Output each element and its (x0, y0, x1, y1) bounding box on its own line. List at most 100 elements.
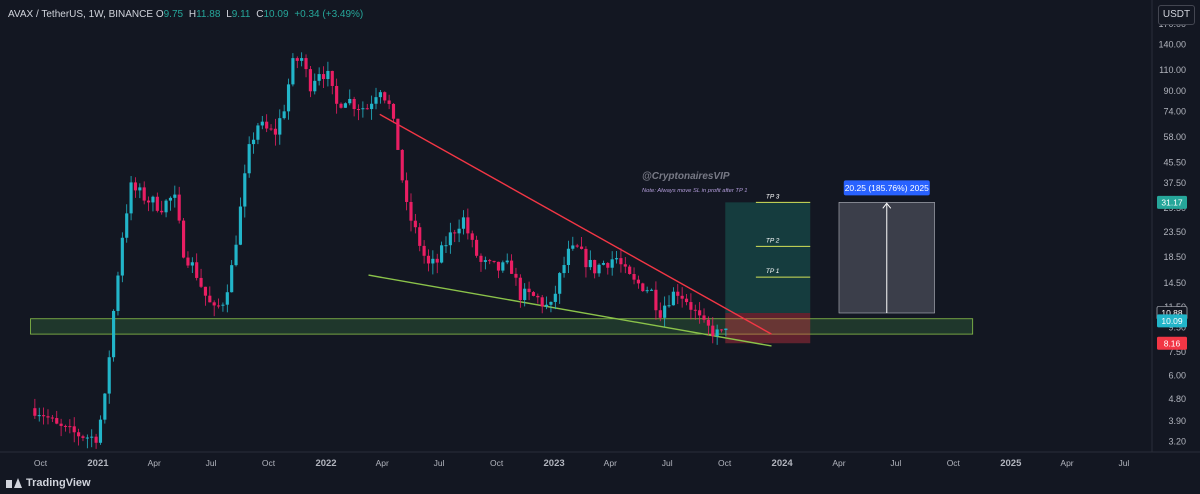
candle-body (693, 309, 697, 311)
candle-body (453, 232, 457, 234)
time-tick-label: 2025 (1000, 458, 1022, 469)
candle-body (505, 260, 509, 263)
candle-body (225, 292, 229, 305)
candle-body (181, 220, 186, 258)
candle-body (72, 426, 76, 433)
candle-body (339, 103, 343, 108)
candle-body (361, 108, 365, 110)
candle-body (466, 217, 470, 234)
candle-body (444, 245, 448, 247)
price-tick-label: 23.50 (1163, 227, 1186, 237)
candle-body (418, 227, 422, 246)
price-badge (1157, 336, 1187, 350)
price-tick-label: 7.50 (1168, 347, 1186, 357)
candle-body (116, 275, 120, 311)
time-tick-label: Jul (662, 458, 673, 468)
time-tick-label: Jul (206, 458, 217, 468)
candle-body (619, 258, 623, 265)
candle-body (540, 297, 544, 307)
candle-body (151, 196, 155, 203)
candle-body (492, 260, 496, 262)
candle-body (374, 97, 378, 104)
candle-body (461, 217, 466, 229)
candle-body (378, 92, 382, 98)
candle-body (164, 200, 168, 213)
candle-body (147, 200, 151, 203)
time-tick-label: 2021 (87, 458, 109, 469)
candle-body (50, 417, 54, 419)
time-tick-label: Apr (604, 458, 617, 468)
candle-body (680, 295, 684, 299)
price-tick-label: 110.00 (1159, 65, 1186, 75)
candles (33, 52, 728, 449)
candle-body (623, 264, 627, 267)
candle-body (94, 436, 98, 443)
time-tick-label: Jul (434, 458, 445, 468)
candle-body (649, 289, 654, 291)
price-tick-label: 3.20 (1168, 437, 1186, 447)
price-tick-label: 74.00 (1163, 106, 1186, 116)
candle-body (138, 187, 142, 191)
candle-body (256, 125, 260, 140)
candle-body (632, 273, 636, 280)
price-tick-label: 58.00 (1163, 132, 1186, 142)
candle-body (81, 436, 85, 438)
loss-zone (725, 312, 811, 344)
candle-body (391, 103, 396, 119)
candle-body (186, 257, 190, 266)
price-tick-label: 45.50 (1163, 158, 1186, 168)
candle-body (562, 265, 566, 274)
candle-body (37, 415, 41, 417)
time-tick-label: Oct (34, 458, 48, 468)
candle-body (112, 310, 116, 358)
candle-body (706, 319, 710, 326)
candle-body (628, 266, 632, 274)
candle-body (247, 144, 251, 174)
candle-body (544, 304, 549, 307)
candle-body (330, 70, 334, 86)
candle-body (527, 288, 531, 293)
currency-button[interactable]: USDT (1158, 5, 1195, 25)
time-tick-label: Apr (832, 458, 845, 468)
price-tick-label: 18.50 (1163, 252, 1186, 262)
brand-label: TradingView (26, 477, 91, 489)
candle-body (479, 255, 483, 262)
candle-body (335, 85, 339, 104)
candle-body (177, 194, 181, 221)
candle-body (566, 248, 571, 266)
tradingview-brand[interactable]: TradingView (6, 477, 91, 489)
candle-body (33, 408, 37, 416)
candle-body (483, 260, 487, 262)
candle-body (238, 206, 242, 245)
candle-body (68, 426, 72, 428)
candle-body (383, 92, 387, 101)
price-tick-label: 140.00 (1158, 39, 1186, 49)
candle-body (291, 58, 295, 85)
candle-body (711, 325, 715, 337)
candle-body (641, 283, 645, 292)
candle-body (571, 245, 575, 249)
change-value: +0.34 (+3.49%) (294, 9, 364, 20)
price-tick-label: 90.00 (1163, 86, 1186, 96)
candle-body (536, 295, 540, 298)
candle-body (251, 139, 256, 145)
time-tick-label: Oct (718, 458, 732, 468)
close-value: 10.09 (263, 9, 289, 20)
candle-body (396, 118, 400, 150)
support-trendline (368, 274, 772, 347)
time-tick-label: Jul (1118, 458, 1129, 468)
candle-body (475, 239, 479, 256)
candle-body (103, 393, 107, 420)
price-tick-label: 14.50 (1163, 278, 1186, 288)
candle-body (160, 210, 164, 213)
support-zone (30, 318, 974, 335)
candle-body (107, 357, 111, 394)
price-badge-label: 8.16 (1164, 338, 1181, 348)
candle-body (203, 286, 208, 296)
candle-body (304, 58, 308, 70)
candle-body (77, 432, 81, 437)
candle-body (190, 262, 194, 266)
candle-body (614, 258, 619, 260)
candle-body (531, 292, 536, 296)
